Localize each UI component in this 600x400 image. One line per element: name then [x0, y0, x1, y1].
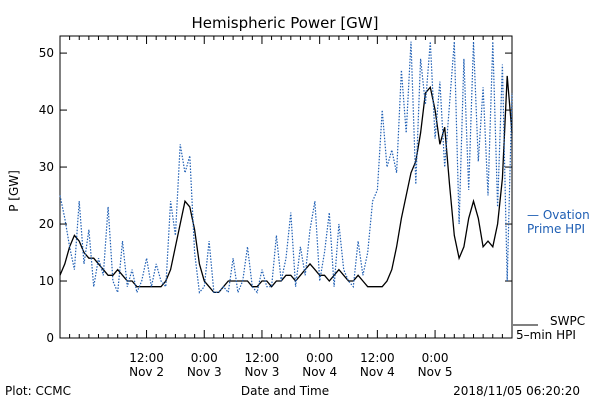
x-tick-label-time: 0:00: [191, 351, 218, 365]
x-tick-label-time: 0:00: [422, 351, 449, 365]
y-tick-label: 20: [39, 217, 54, 231]
y-tick-label: 0: [46, 331, 54, 345]
legend-swpc-line2: 5–min HPI: [516, 328, 576, 342]
y-tick-label: 50: [39, 46, 54, 60]
legend-ovation-line1: — Ovation: [527, 208, 590, 222]
legend-ovation-line2: Prime HPI: [527, 222, 585, 236]
y-tick-label: 40: [39, 103, 54, 117]
legend-swpc-line1: SWPC: [550, 314, 585, 328]
x-tick-label-time: 12:00: [129, 351, 164, 365]
x-tick-label-time: 12:00: [245, 351, 280, 365]
x-tick-label-date: Nov 3: [187, 365, 222, 379]
x-tick-label-date: Nov 5: [418, 365, 453, 379]
x-tick-label-date: Nov 3: [245, 365, 280, 379]
chart-title: Hemispheric Power [GW]: [192, 14, 379, 32]
x-tick-label-time: 12:00: [360, 351, 395, 365]
y-tick-label: 10: [39, 274, 54, 288]
x-tick-label-date: Nov 2: [129, 365, 164, 379]
series-ovation-line: [59, 41, 513, 295]
x-tick-label-date: Nov 4: [360, 365, 395, 379]
plot-frame: [59, 35, 513, 339]
footer-source: Plot: CCMC: [5, 384, 71, 398]
x-axis-label: Date and Time: [241, 384, 329, 398]
x-tick-label-date: Nov 4: [302, 365, 337, 379]
x-tick-label-time: 0:00: [306, 351, 333, 365]
y-tick-label: 30: [39, 160, 54, 174]
footer-timestamp: 2018/11/05 06:20:20: [453, 384, 580, 398]
y-axis-label: P [GW]: [7, 170, 21, 212]
